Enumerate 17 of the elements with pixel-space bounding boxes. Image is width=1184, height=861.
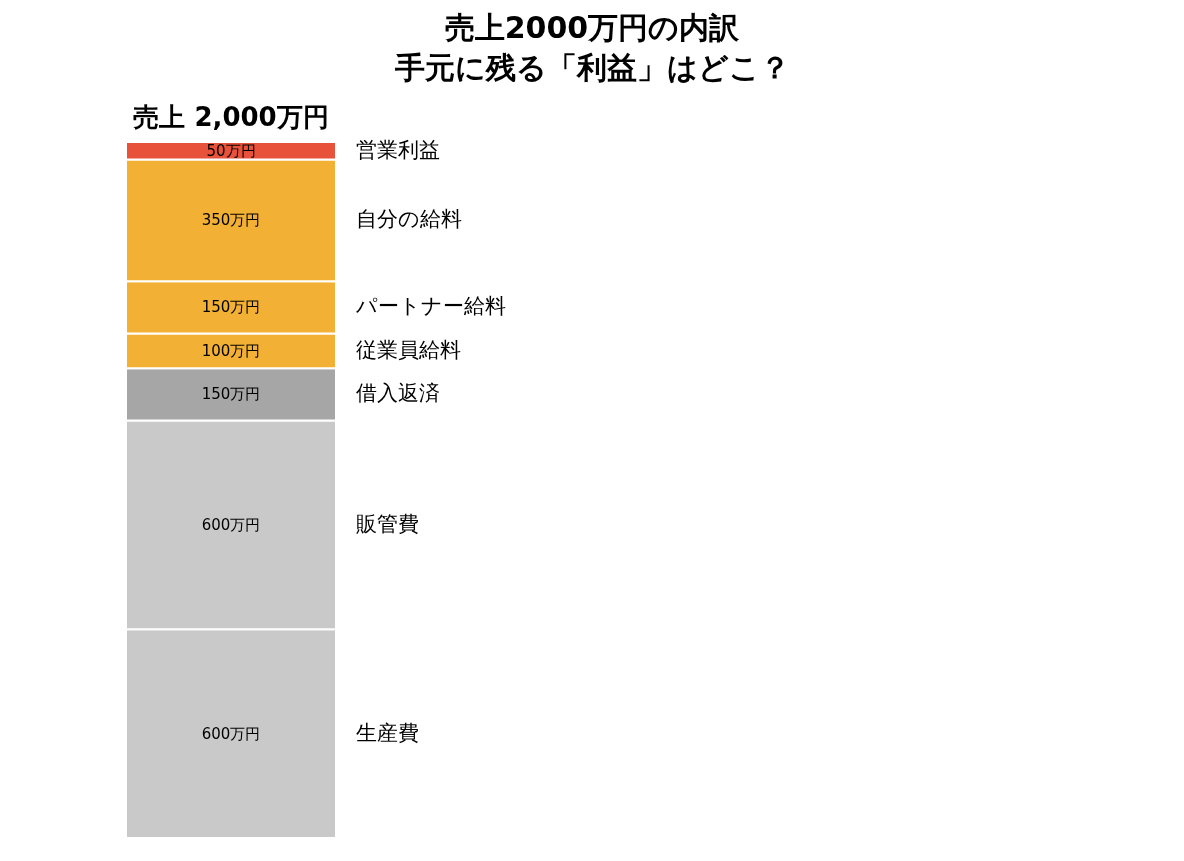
series-label: 自分の給料 (356, 207, 462, 232)
data-label: 100万円 (201, 341, 261, 360)
data-label: 50万円 (206, 141, 256, 160)
data-label: 600万円 (201, 724, 261, 743)
series-label: 営業利益 (356, 137, 440, 162)
data-label: 150万円 (201, 385, 261, 404)
data-label: 350万円 (201, 211, 261, 230)
data-label: 600万円 (201, 515, 261, 534)
series-label: パートナー給料 (355, 294, 506, 319)
series-label: 借入返済 (356, 381, 440, 406)
x-tick-label: 売上 2,000万円 (133, 101, 329, 132)
series-label: 従業員給料 (356, 337, 461, 362)
series-label: 販管費 (356, 511, 419, 536)
data-label: 150万円 (201, 298, 261, 317)
text: 手元に残る「利益」はどこ？ (393, 49, 791, 87)
text: 売上2000万円の内訳 (443, 9, 741, 47)
series-label: 生産費 (356, 720, 419, 745)
